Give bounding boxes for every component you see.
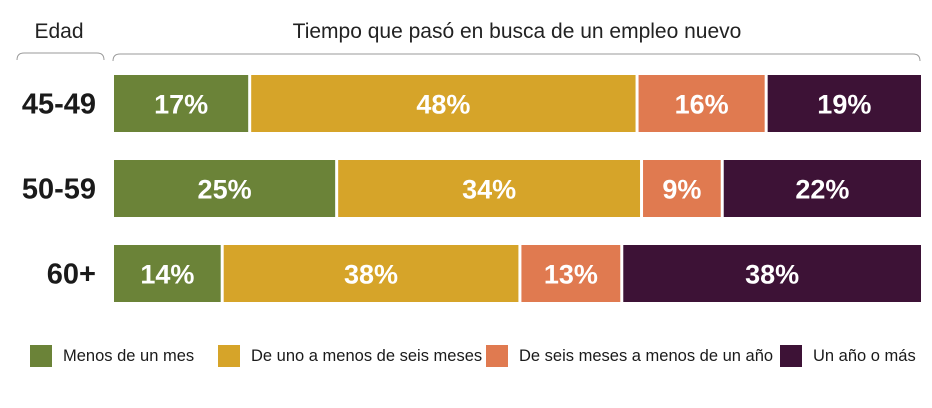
data-label-60+-3: 13% [544, 260, 598, 290]
legend-label: Menos de un mes [63, 346, 195, 365]
legend-item-4: Un año o más [780, 345, 916, 367]
legend-label: De seis meses a menos de un año [519, 346, 774, 365]
bar-segment-50-59-3 [643, 160, 721, 217]
data-label-50-59-2: 34% [462, 175, 516, 205]
legend-item-1: Menos de un mes [30, 345, 194, 367]
data-label-45-49-3: 16% [675, 90, 729, 120]
data-label-50-59-3: 9% [662, 175, 701, 205]
data-label-60+-2: 38% [344, 260, 398, 290]
title-bracket [112, 53, 921, 62]
legend-swatch [30, 345, 52, 367]
data-label-45-49-1: 17% [154, 90, 208, 120]
data-label-60+-4: 38% [745, 260, 799, 290]
legend-swatch [780, 345, 802, 367]
bar-segment-45-49-2 [251, 75, 636, 132]
legend-label: Un año o más [813, 346, 916, 365]
legend-label: De uno a menos de seis meses [251, 346, 483, 365]
data-label-50-59-4: 22% [795, 175, 849, 205]
bar-segment-50-59-1 [114, 160, 336, 217]
bar-segment-50-59-2 [338, 160, 641, 217]
data-label-50-59-1: 25% [198, 175, 252, 205]
row-label-50-59: 50-59 [22, 174, 96, 206]
bar-segment-45-49-4 [767, 75, 921, 132]
bar-segment-45-49-3 [638, 75, 765, 132]
legend: Menos de un mes De uno a menos de seis me… [30, 345, 920, 375]
bar-segment-60+-2 [223, 245, 519, 302]
legend-swatch [218, 345, 240, 367]
bar-segment-45-49-1 [114, 75, 249, 132]
bar-segment-50-59-4 [723, 160, 921, 217]
data-label-45-49-4: 19% [817, 90, 871, 120]
age-header-bracket [16, 52, 105, 61]
row-label-45-49: 45-49 [22, 89, 96, 121]
data-label-45-49-2: 48% [416, 90, 470, 120]
data-label-60+-1: 14% [140, 260, 194, 290]
bar-segment-60+-4 [623, 245, 921, 302]
legend-swatch [486, 345, 508, 367]
age-header: Edad [34, 20, 84, 43]
bar-segment-60+-1 [114, 245, 221, 302]
row-label-60+: 60+ [47, 259, 96, 291]
legend-item-2: De uno a menos de seis meses [218, 345, 482, 367]
chart-title: Tiempo que pasó en busca de un empleo nu… [292, 20, 742, 43]
legend-item-3: De seis meses a menos de un año [486, 345, 773, 367]
bar-segment-60+-3 [521, 245, 621, 302]
